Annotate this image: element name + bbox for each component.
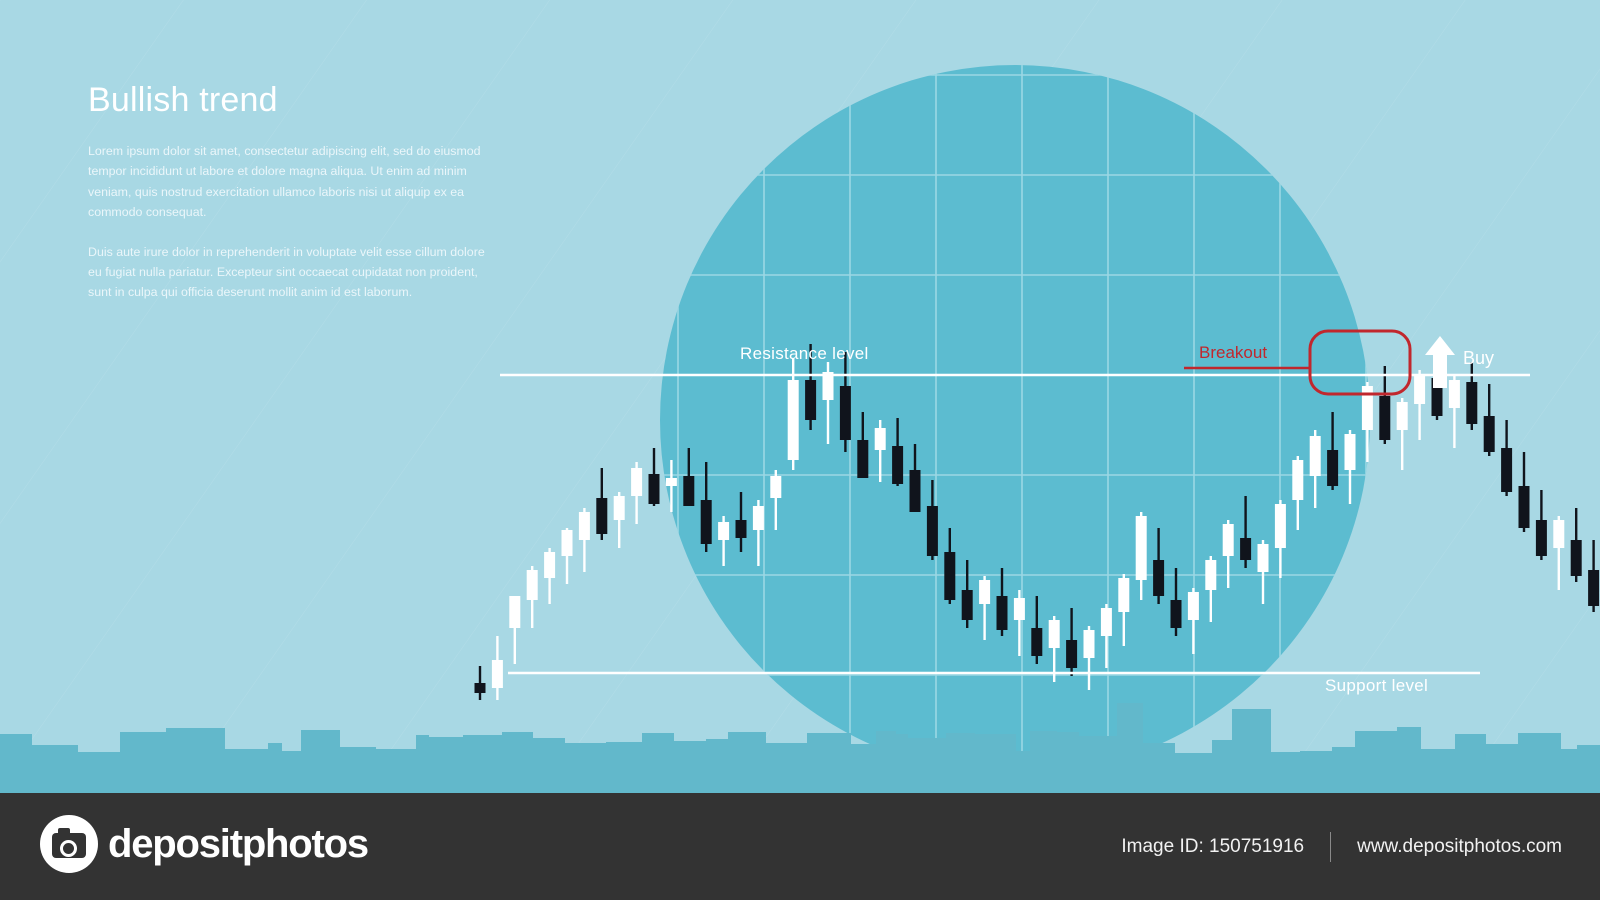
candle-body-up [578,512,590,540]
candle-body-up [1205,560,1217,590]
candle-body-down [857,440,869,478]
candle-body-up [1274,504,1286,548]
candle-body-up [1048,620,1060,648]
depositphotos-logo[interactable]: depositphotos [40,815,369,873]
candle-body-up [979,580,991,604]
candle-body-up [1448,380,1460,408]
candle-body-up [752,506,764,530]
candle-body-down [1066,640,1078,668]
candle-body-up [561,530,573,556]
candle-body-up [1257,544,1269,572]
candle-body-down [805,380,817,420]
candle-body-down [1588,570,1600,606]
candlestick-series [474,344,1600,700]
arrow-up-icon [1425,336,1455,388]
candle-body-up [1396,402,1408,430]
candle-body-down [961,590,973,620]
candle-body-down [1518,486,1530,528]
brand-name: depositphotos [108,821,369,866]
candle-body-up [718,522,730,540]
candle-body-down [892,446,904,484]
support-level-label: Support level [1325,676,1429,695]
breakout-label: Breakout [1199,343,1268,362]
resistance-level-label: Resistance level [740,344,869,363]
candle-body-down [1535,520,1547,556]
candle-body-down [1170,600,1182,628]
candle-body-up [544,552,556,578]
candle-body-down [1466,382,1478,424]
image-id: Image ID: 150751916 [1121,835,1305,857]
chart-artwork: Bullish trend Lorem ipsum dolor sit amet… [0,0,1600,793]
candle-body-down [1501,448,1513,492]
circle-backdrop [660,65,1370,775]
candle-body-up [874,428,886,450]
candle-body-up [491,660,503,688]
candle-body-up [509,596,521,628]
candle-body-up [822,372,834,400]
body-paragraph-1: Lorem ipsum dolor sit amet, consectetur … [88,144,481,219]
candle-body-down [683,476,695,506]
candle-body-up [1118,578,1130,612]
website-url[interactable]: www.depositphotos.com [1357,835,1562,857]
footer-meta: Image ID: 150751916 www.depositphotos.co… [1121,793,1562,900]
candle-body-down [996,596,1008,630]
candle-body-up [1135,516,1147,580]
candle-body-down [1431,378,1443,416]
candle-body-down [700,500,712,544]
candle-body-down [926,506,938,556]
candle-body-up [613,496,625,520]
candle-body-down [1327,450,1339,486]
candle-body-up [770,476,782,498]
candle-body-up [1309,436,1321,476]
candle-body-down [1240,538,1252,560]
candle-body-up [665,478,677,486]
candle-body-up [1100,608,1112,636]
body-paragraph-2: Duis aute irure dolor in reprehenderit i… [88,244,485,299]
camera-icon [40,815,98,873]
city-skyline [0,703,1600,793]
candle-body-up [526,570,538,600]
candle-body-down [839,386,851,440]
headline-block: Bullish trend Lorem ipsum dolor sit amet… [88,81,498,302]
candle-body-up [1222,524,1234,556]
candle-body-up [1414,374,1426,404]
candle-body-up [631,468,643,496]
footer-divider [1330,831,1332,862]
candle-body-down [1153,560,1165,596]
candle-body-up [1292,460,1304,500]
candle-body-up [1553,520,1565,548]
page-title: Bullish trend [88,81,278,119]
buy-label: Buy [1463,348,1495,368]
watermark-footer: depositphotos Image ID: 150751916 www.de… [0,793,1600,900]
candle-body-down [596,498,608,534]
candle-body-down [1483,416,1495,452]
candle-body-down [648,474,660,504]
candle-body-up [1187,592,1199,620]
chart-svg [0,0,1600,793]
candle-body-up [1361,386,1373,430]
candle-body-down [1570,540,1582,576]
candle-body-down [735,520,747,538]
candle-body-up [1083,630,1095,658]
candle-body-down [1379,396,1391,440]
candle-body-up [1344,434,1356,470]
candle-body-down [909,470,921,512]
breakout-highlight-box[interactable] [1308,329,1412,396]
candle-body-down [474,683,486,693]
candle-body-down [944,552,956,600]
candle-body-up [787,380,799,460]
candle-body-up [1013,598,1025,620]
candle-body-down [1031,628,1043,656]
